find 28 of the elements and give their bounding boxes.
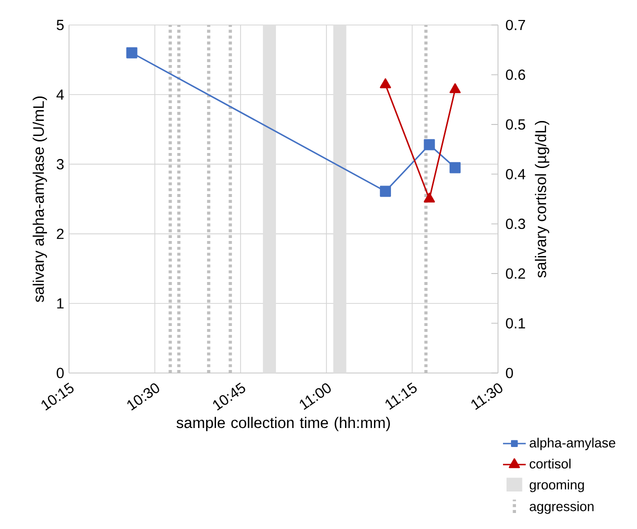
legend-label: aggression xyxy=(530,501,594,514)
point xyxy=(450,162,461,174)
legend-label: alpha-amylase xyxy=(530,438,616,450)
y2-tick-label: 0.4 xyxy=(506,168,526,180)
y-tick-label: 3 xyxy=(56,159,64,170)
point xyxy=(450,83,461,94)
y-tick-label: 2 xyxy=(56,228,64,239)
legend-label: cortisol xyxy=(530,458,570,469)
y2-tick-label: 0.6 xyxy=(506,70,526,80)
legend-label: grooming xyxy=(530,480,584,492)
point xyxy=(424,139,435,150)
y-axis-title: salivary alpha-amylase (U/mL) xyxy=(32,96,47,302)
point xyxy=(380,186,391,197)
point xyxy=(380,78,392,88)
y-tick-label: 4 xyxy=(56,90,64,100)
y-tick-label: 5 xyxy=(56,20,64,30)
y2-tick-label: 0.2 xyxy=(506,268,526,279)
y2-axis-title: salivary cortisol (µg/dL) xyxy=(534,121,550,278)
y2-tick-label: 0.1 xyxy=(506,318,526,328)
y2-tick-label: 0 xyxy=(506,368,513,378)
x-axis-title: sample collection time (hh:mm) xyxy=(176,416,390,432)
point xyxy=(126,47,138,58)
y2-tick-label: 0.5 xyxy=(506,119,526,130)
y2-tick-label: 0.7 xyxy=(506,20,526,30)
y2-tick-label: 0.3 xyxy=(506,218,526,230)
y-tick-label: 1 xyxy=(57,298,64,308)
point xyxy=(424,192,435,203)
y-tick-label: 0 xyxy=(56,368,64,378)
